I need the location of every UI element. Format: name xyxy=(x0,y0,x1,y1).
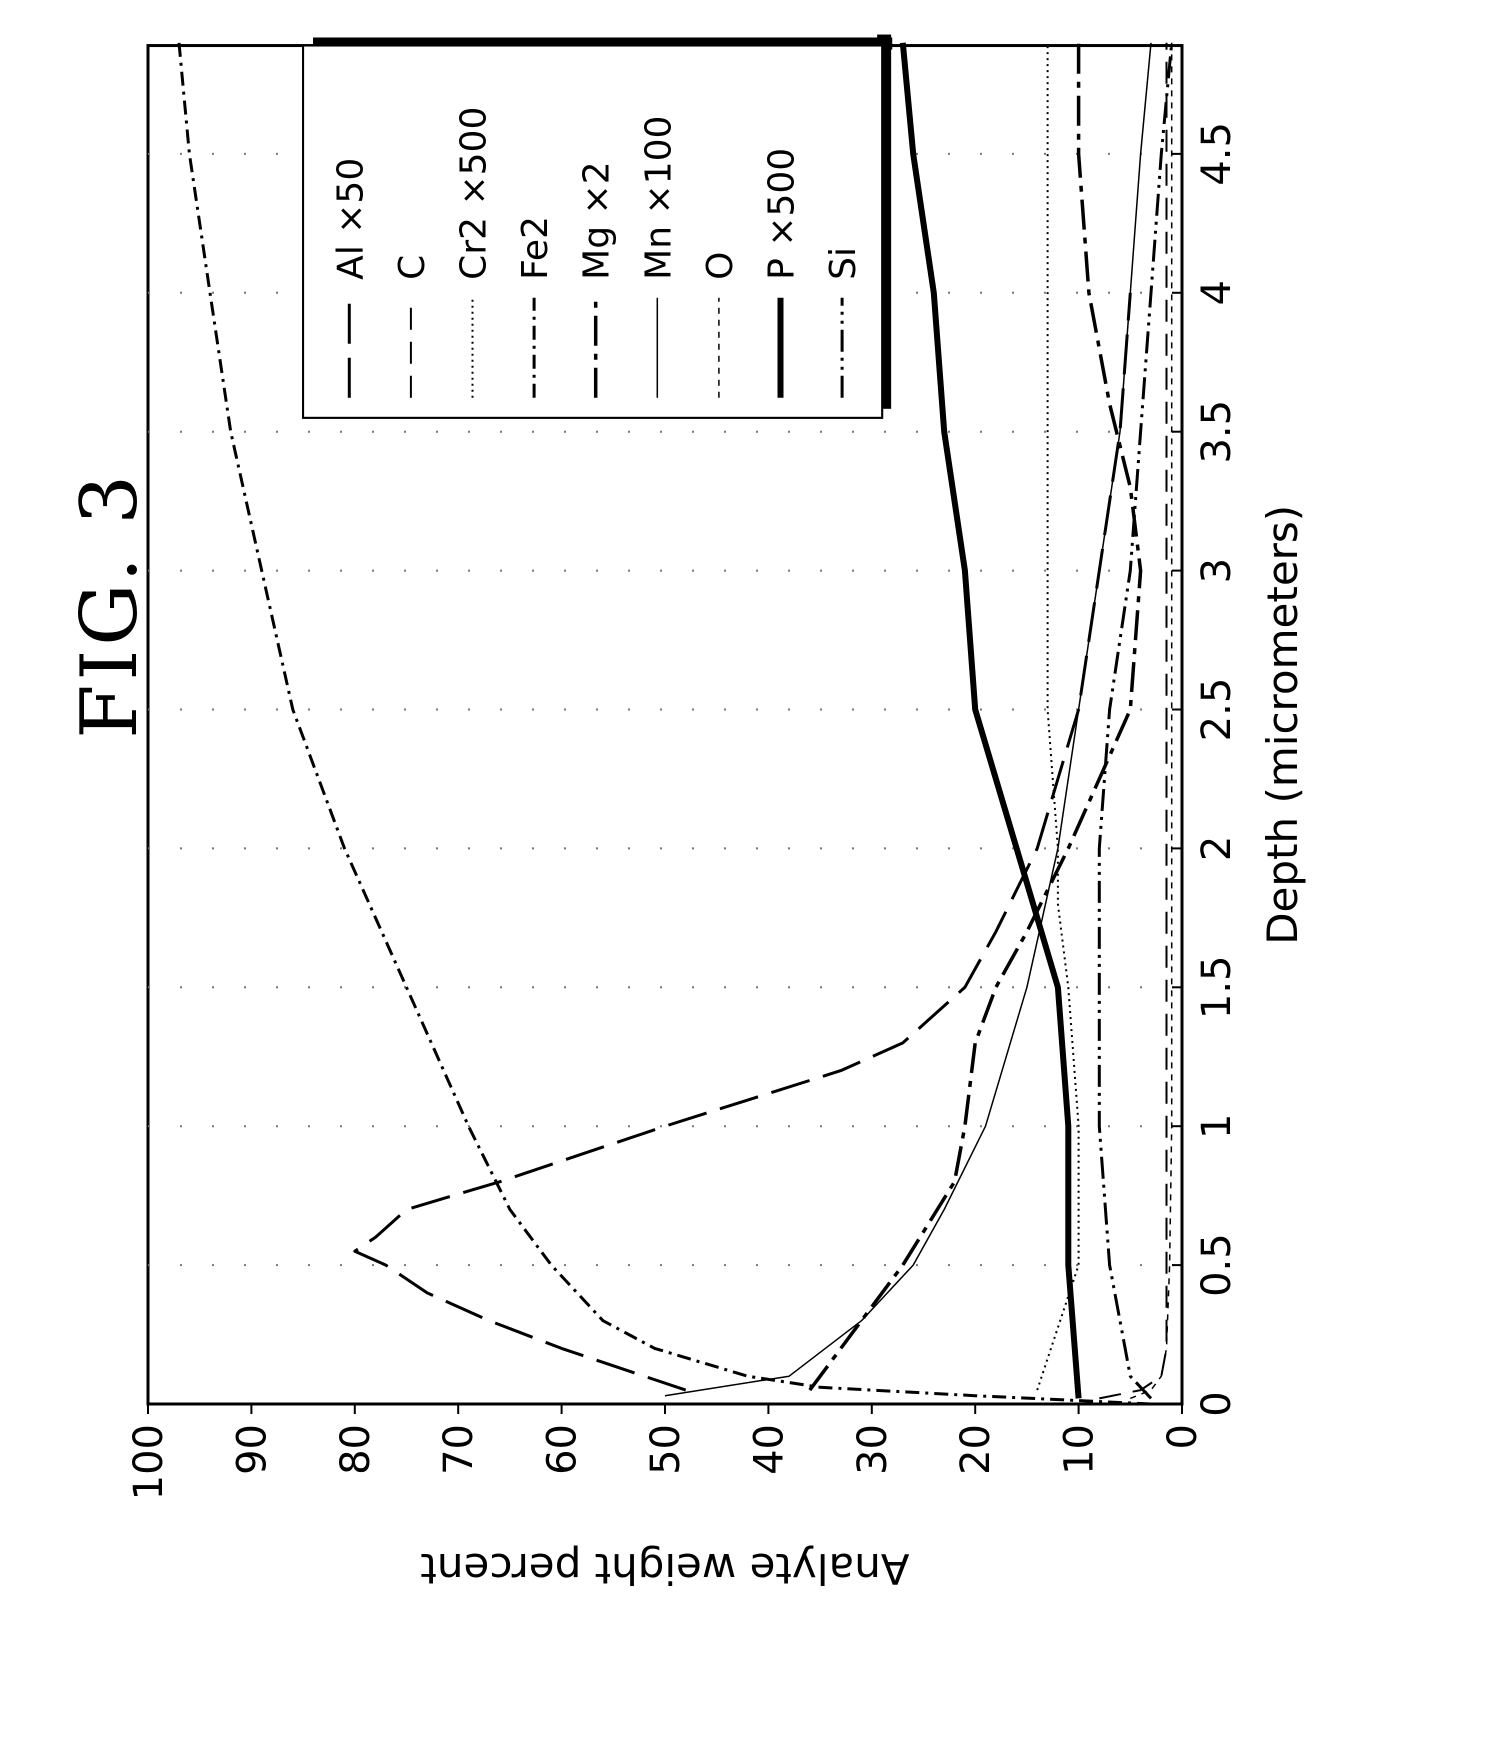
legend-label: C xyxy=(392,255,433,280)
series-line xyxy=(808,42,1143,1392)
y-tick-label: 50 xyxy=(643,1424,689,1475)
legend-label: Al ×50 xyxy=(330,158,371,280)
y-axis-ticks: 0 10 20 30 40 50 60 70 80 90 100 xyxy=(126,1404,1206,1500)
legend-label: P ×500 xyxy=(762,148,803,280)
x-tick-label: 2.5 xyxy=(1194,678,1240,742)
y-tick-label: 70 xyxy=(436,1424,482,1475)
y-tick-label: 60 xyxy=(540,1424,586,1475)
legend-label: Fe2 xyxy=(515,216,556,280)
x-tick-label: 1.5 xyxy=(1194,955,1240,1019)
series-line xyxy=(1036,42,1080,1391)
series-line xyxy=(1130,42,1173,1400)
y-tick-label: 10 xyxy=(1057,1424,1103,1475)
x-axis-ticks: 0 0.5 1 1.5 2 2.5 3 3.5 4 4.5 xyxy=(1172,122,1240,1417)
legend-panel xyxy=(302,44,884,419)
x-tick-label: 4.5 xyxy=(1194,122,1240,186)
legend: Al ×50 C Cr2 ×500 Fe2 Mg ×2 Mn ×100 O P ×500 Si xyxy=(302,34,893,419)
series-line xyxy=(177,42,1152,1406)
x-tick-label: 0.5 xyxy=(1194,1233,1240,1297)
y-tick-label: 20 xyxy=(953,1424,999,1475)
x-tick-label: 4 xyxy=(1194,280,1240,305)
legend-label: O xyxy=(700,251,741,279)
x-tick-label: 1 xyxy=(1194,1113,1240,1138)
y-tick-label: 30 xyxy=(850,1424,896,1475)
x-tick-label: 3.5 xyxy=(1194,400,1240,464)
x-tick-label: 2 xyxy=(1194,836,1240,861)
legend-label: Mg ×2 xyxy=(577,161,618,279)
figure-title: FIG. 3 xyxy=(65,471,155,739)
series-line xyxy=(353,292,1132,1392)
legend-label: Cr2 ×500 xyxy=(454,107,495,280)
y-axis-label: Analyte weight percent xyxy=(420,1544,909,1593)
x-tick-label: 0 xyxy=(1194,1391,1240,1416)
series-line xyxy=(664,42,1152,1397)
series-line xyxy=(899,42,1082,1399)
x-axis-label: Depth (micrometers) xyxy=(1258,505,1307,945)
series-line xyxy=(1097,42,1174,1400)
series-line xyxy=(1099,42,1168,1400)
y-tick-label: 0 xyxy=(1160,1424,1206,1449)
series-layer xyxy=(177,42,1174,1406)
y-tick-label: 40 xyxy=(746,1424,792,1475)
legend-label: Mn ×100 xyxy=(638,116,679,280)
x-tick-label: 3 xyxy=(1194,558,1240,583)
y-tick-label: 100 xyxy=(126,1424,172,1500)
y-tick-label: 90 xyxy=(229,1424,275,1475)
y-tick-label: 80 xyxy=(333,1424,379,1475)
legend-label: Si xyxy=(823,247,864,280)
